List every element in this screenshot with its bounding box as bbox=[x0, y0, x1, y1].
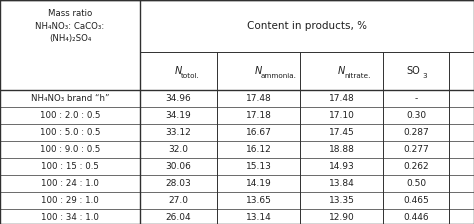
Text: 100 : 34 : 1.0: 100 : 34 : 1.0 bbox=[41, 213, 99, 222]
Text: 3: 3 bbox=[422, 73, 427, 79]
Text: N: N bbox=[175, 66, 182, 76]
Text: 17.48: 17.48 bbox=[328, 94, 355, 103]
Text: 0.30: 0.30 bbox=[406, 111, 426, 120]
Text: 0.465: 0.465 bbox=[403, 196, 429, 205]
Text: 14.19: 14.19 bbox=[246, 179, 272, 188]
Text: 13.35: 13.35 bbox=[328, 196, 355, 205]
Text: 15.13: 15.13 bbox=[246, 162, 272, 171]
Text: 17.45: 17.45 bbox=[328, 128, 355, 137]
Text: 17.48: 17.48 bbox=[246, 94, 272, 103]
Text: 0.50: 0.50 bbox=[406, 179, 426, 188]
Text: SO: SO bbox=[406, 66, 420, 76]
Text: 17.18: 17.18 bbox=[246, 111, 272, 120]
Text: totol.: totol. bbox=[181, 73, 200, 79]
Text: 0.446: 0.446 bbox=[403, 213, 429, 222]
Text: totol.: totol. bbox=[0, 223, 1, 224]
Text: 13.65: 13.65 bbox=[246, 196, 272, 205]
Text: 33.12: 33.12 bbox=[165, 128, 191, 137]
Text: Mass ratio
NH₄NO₃: CaCO₃:
(NH₄)₂SO₄: Mass ratio NH₄NO₃: CaCO₃: (NH₄)₂SO₄ bbox=[36, 9, 105, 43]
Text: 100 : 24 : 1.0: 100 : 24 : 1.0 bbox=[41, 179, 99, 188]
Text: N: N bbox=[338, 66, 345, 76]
Text: 100 : 5.0 : 0.5: 100 : 5.0 : 0.5 bbox=[40, 128, 100, 137]
Text: 30.06: 30.06 bbox=[165, 162, 191, 171]
Text: -: - bbox=[414, 94, 418, 103]
Text: 28.03: 28.03 bbox=[165, 179, 191, 188]
Text: Content in products, %: Content in products, % bbox=[247, 21, 367, 31]
Text: ammonia.: ammonia. bbox=[261, 73, 297, 79]
Text: 13.84: 13.84 bbox=[328, 179, 355, 188]
Text: 17.10: 17.10 bbox=[328, 111, 355, 120]
Text: NH₄NO₃ brand “h”: NH₄NO₃ brand “h” bbox=[31, 94, 109, 103]
Text: 34.96: 34.96 bbox=[165, 94, 191, 103]
Text: 16.67: 16.67 bbox=[246, 128, 272, 137]
Text: N: N bbox=[255, 66, 262, 76]
Text: 0.277: 0.277 bbox=[403, 145, 429, 154]
Text: 14.93: 14.93 bbox=[328, 162, 355, 171]
Text: 26.04: 26.04 bbox=[166, 213, 191, 222]
Text: 100 : 9.0 : 0.5: 100 : 9.0 : 0.5 bbox=[40, 145, 100, 154]
Text: 32.0: 32.0 bbox=[168, 145, 189, 154]
Text: 100 : 2.0 : 0.5: 100 : 2.0 : 0.5 bbox=[40, 111, 100, 120]
Text: nitrate.: nitrate. bbox=[344, 73, 370, 79]
Text: 0.262: 0.262 bbox=[403, 162, 429, 171]
Text: 13.14: 13.14 bbox=[246, 213, 272, 222]
Text: 16.12: 16.12 bbox=[246, 145, 272, 154]
Text: CaO: CaO bbox=[0, 223, 1, 224]
Text: 27.0: 27.0 bbox=[168, 196, 189, 205]
Text: 0.287: 0.287 bbox=[403, 128, 429, 137]
Text: 100 : 15 : 0.5: 100 : 15 : 0.5 bbox=[41, 162, 99, 171]
Text: 18.88: 18.88 bbox=[328, 145, 355, 154]
Text: 34.19: 34.19 bbox=[165, 111, 191, 120]
Text: 100 : 29 : 1.0: 100 : 29 : 1.0 bbox=[41, 196, 99, 205]
Text: 12.90: 12.90 bbox=[328, 213, 355, 222]
